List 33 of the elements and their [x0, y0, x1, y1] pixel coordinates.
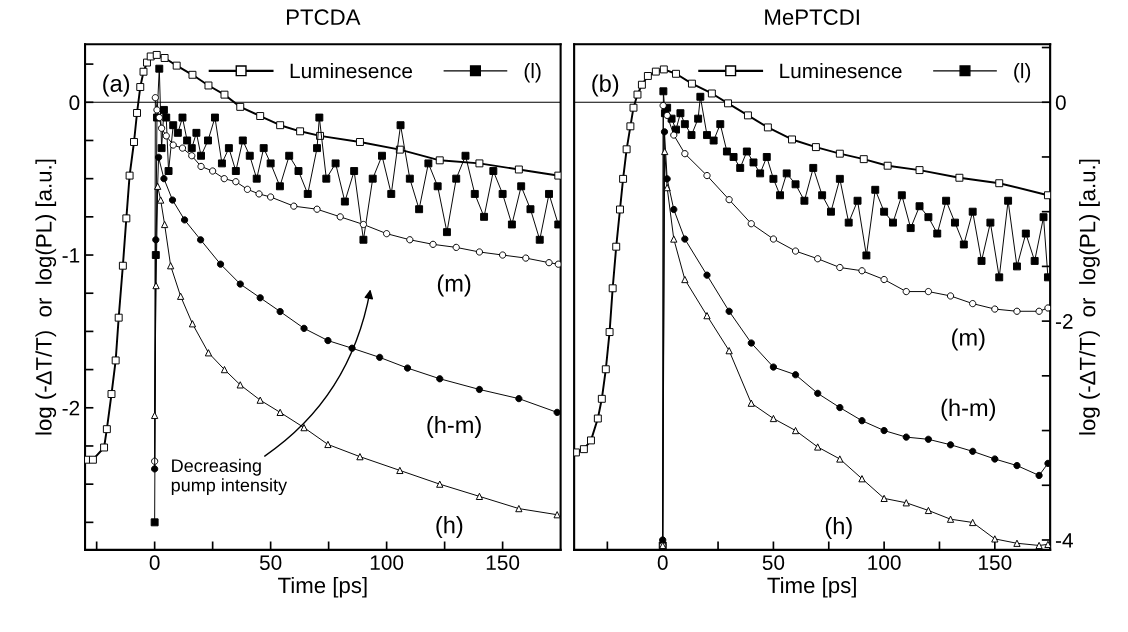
chart-title: MePTCDI: [765, 9, 859, 26]
y-axis-title: log (-ΔT/T) or log(PL) [a.u.]: [35, 159, 57, 435]
annotation: (h): [436, 516, 463, 539]
x-tick-label: 50: [259, 555, 282, 570]
annotation: (h): [825, 517, 852, 540]
x-axis-title: Time [ps]: [767, 576, 856, 598]
x-tick-label: 0: [657, 555, 668, 570]
legend-label: (l): [1014, 62, 1031, 83]
x-tick-label: 150: [979, 555, 1012, 570]
y2-axis-title: log (-ΔT/T) or log(PL) [a.u.]: [1079, 159, 1100, 435]
annotation: (b): [592, 74, 619, 97]
annotation: Decreasing pump intensity: [171, 458, 288, 496]
legend-label: (l): [524, 62, 541, 83]
annotation: (m): [437, 274, 471, 297]
x-tick-label: 150: [486, 555, 520, 570]
legend-label: Luminesence: [290, 62, 413, 79]
x-tick-label: 100: [868, 555, 901, 570]
y2-tick-label: -4: [1055, 533, 1073, 548]
y-tick-label: -1: [62, 248, 80, 263]
annotation: (a): [103, 74, 130, 97]
x-axis-title: Time [ps]: [278, 576, 367, 598]
x-tick-label: 100: [370, 555, 404, 570]
y-tick-label: -2: [62, 400, 80, 416]
annotation: (h-m): [941, 398, 996, 421]
y2-tick-label: -2: [1055, 314, 1073, 329]
x-tick-label: 50: [762, 555, 785, 570]
y2-tick-label: 0: [1055, 95, 1066, 110]
legend-label: Luminesence: [780, 62, 902, 79]
chart-title: PTCDA: [287, 9, 361, 26]
y-tick-label: 0: [69, 95, 80, 111]
annotation: (h-m): [427, 415, 481, 438]
x-tick-label: 0: [149, 555, 160, 570]
annotation: (m): [952, 328, 985, 351]
